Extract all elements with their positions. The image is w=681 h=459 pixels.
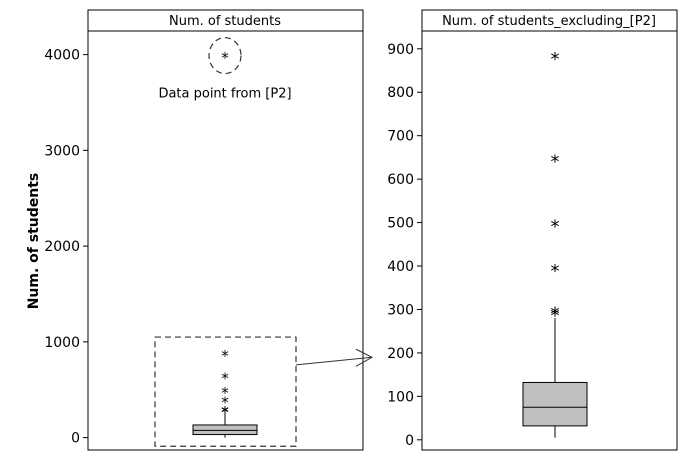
left-outlier-point: * [221,49,229,67]
right-y-tick-label: 100 [387,389,414,405]
left-y-tick-label: 1000 [44,335,80,351]
p2-annotation-label: Data point from [P2] [158,87,291,102]
right-outlier-point: * [551,216,560,237]
right-panel-title: Num. of students_excluding_[P2] [442,14,656,29]
right-y-tick-label: 800 [387,85,414,101]
right-outlier-point: * [551,303,560,324]
right-boxplot: ****** [522,49,588,438]
y-axis-label: Num. of students [26,173,42,310]
left-outlier-point: * [221,394,229,412]
left-y-tick-label: 4000 [44,48,80,64]
left-panel-title: Num. of students [169,14,281,29]
left-outlier-point: * [221,403,229,421]
right-y-tick-label: 300 [387,302,414,318]
left-outlier-point: * [221,347,229,365]
left-y-tick-label: 0 [71,431,80,447]
left-boxplot: ******* [192,49,258,438]
right-y-tick-label: 900 [387,42,414,58]
right-outlier-point: * [551,151,560,172]
right-y-tick-label: 0 [405,433,414,449]
right-outlier-point: * [551,306,560,327]
left-y-tick-label: 3000 [44,143,80,159]
left-box [192,424,258,436]
right-y-tick-label: 600 [387,172,414,188]
zoom-arrow-line [295,356,373,366]
left-y-tick-label: 2000 [44,239,80,255]
right-outlier-point: * [551,49,560,70]
left-outlier-point: * [221,384,229,402]
right-y-tick-label: 400 [387,259,414,275]
right-y-tick-label: 500 [387,216,414,232]
zoom-arrow-head [355,348,374,367]
zoom-region-box [154,336,297,447]
left-outlier-point: * [221,404,229,422]
left-outlier-point: * [221,370,229,388]
left-y-axis: 0 1000 2000 3000 4000 [44,31,89,450]
right-y-tick-label: 700 [387,129,414,145]
p2-highlight-circle [208,36,242,75]
right-box [522,381,588,427]
right-y-axis: 0 100 200 300 400 500 600 700 800 900 [387,31,423,450]
right-y-tick-label: 200 [387,346,414,362]
right-outlier-point: * [551,261,560,282]
